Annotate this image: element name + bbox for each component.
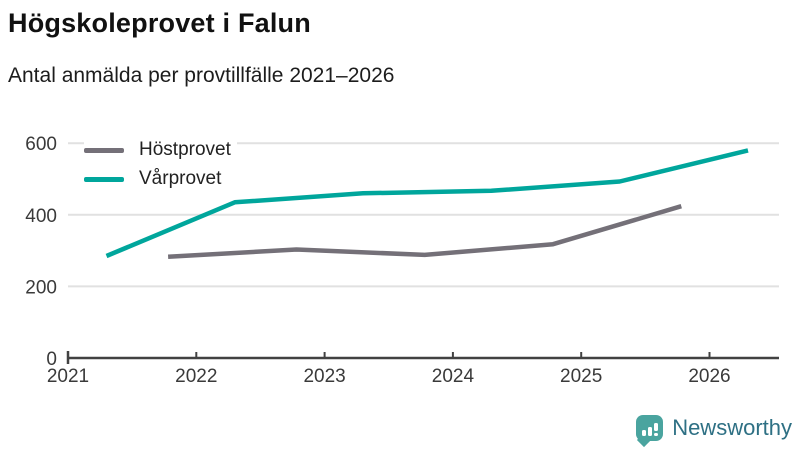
newsworthy-logo-text: Newsworthy: [672, 415, 792, 440]
legend-swatch-varprovet: [84, 176, 124, 182]
data-line-höstprovet: [167, 204, 682, 259]
chart-legend: Höstprovet Vårprovet: [84, 136, 237, 193]
newsworthy-logo[interactable]: Newsworthy: [636, 415, 792, 441]
x-axis-tick-label: 2025: [560, 366, 602, 387]
page-title: Högskoleprovet i Falun: [8, 8, 311, 38]
legend-swatch-hostprovet: [84, 147, 124, 153]
x-axis-tick-label: 2023: [303, 366, 345, 387]
legend-item-hostprovet[interactable]: Höstprovet: [84, 138, 231, 162]
legend-item-varprovet[interactable]: Vårprovet: [84, 167, 231, 191]
chart-subtitle: Antal anmälda per provtillfälle 2021–202…: [8, 64, 395, 87]
data-line-vårprovet: [105, 148, 749, 259]
x-axis-tick-label: 2026: [688, 366, 730, 387]
legend-label-hostprovet: Höstprovet: [139, 139, 231, 160]
x-axis-tick-label: 2024: [432, 366, 475, 387]
x-axis-tick-label: 2022: [175, 366, 217, 387]
y-axis-tick-label: 0: [46, 349, 57, 370]
bar-chart-speech-bubble-icon: [636, 415, 664, 441]
y-axis-tick-label: 400: [25, 206, 57, 227]
x-axis-tick-label: 2021: [47, 366, 89, 387]
y-axis-tick-label: 600: [25, 134, 57, 155]
legend-label-varprovet: Vårprovet: [139, 168, 222, 189]
y-axis-tick-label: 200: [25, 277, 57, 298]
